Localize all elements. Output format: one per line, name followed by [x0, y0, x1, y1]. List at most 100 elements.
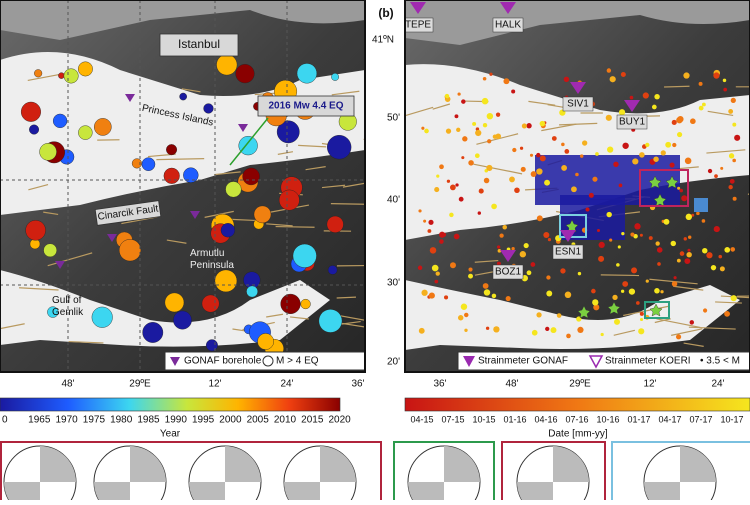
earthquake	[621, 232, 624, 235]
earthquake	[561, 143, 565, 147]
earthquake	[540, 121, 546, 127]
colorbar-title: Date [mm-yy]	[548, 429, 608, 440]
earthquake	[526, 123, 531, 128]
earthquake	[462, 136, 467, 141]
earthquake	[503, 78, 509, 84]
earthquake	[483, 77, 487, 81]
earthquake	[424, 129, 429, 134]
earthquake	[728, 109, 733, 114]
earthquake	[654, 288, 660, 294]
earthquake	[58, 73, 64, 79]
colorbar-tick-label: 1965	[28, 415, 51, 426]
earthquake	[621, 290, 624, 293]
earthquake	[711, 265, 716, 270]
earthquake	[450, 262, 456, 268]
earthquake	[575, 173, 579, 177]
earthquake	[491, 204, 497, 210]
colorbar-tick-label: 01-16	[503, 414, 526, 424]
earthquake	[634, 223, 640, 229]
earthquake	[730, 247, 735, 252]
earthquake	[521, 167, 526, 172]
earthquake	[64, 69, 79, 84]
earthquake	[551, 327, 557, 333]
x-tick-label: 24'	[280, 379, 293, 390]
earthquake	[458, 92, 461, 95]
colorbar-tick-label: 1975	[83, 415, 106, 426]
earthquake	[173, 311, 191, 329]
station-label: SIV1	[567, 99, 589, 110]
earthquake	[492, 294, 496, 298]
earthquake	[586, 208, 590, 212]
earthquake	[497, 245, 500, 248]
earthquake	[660, 290, 663, 293]
earthquake	[484, 178, 490, 184]
earthquake	[565, 291, 572, 298]
earthquake	[78, 126, 92, 140]
earthquake	[714, 174, 718, 178]
earthquake	[419, 328, 425, 334]
earthquake	[475, 153, 480, 158]
earthquake	[560, 268, 565, 273]
earthquake	[418, 209, 421, 212]
earthquake	[690, 118, 696, 124]
earthquake	[718, 255, 722, 259]
marker	[694, 198, 708, 212]
earthquake	[606, 212, 611, 217]
earthquake	[92, 307, 113, 328]
station-label: BUY1	[619, 117, 646, 128]
earthquake	[327, 216, 344, 233]
earthquake	[468, 267, 472, 271]
earthquake	[511, 247, 514, 250]
earthquake	[654, 94, 659, 99]
earthquake	[677, 187, 680, 190]
event-label: 2016 Mw 4.4 EQ	[268, 101, 343, 112]
earthquake	[164, 168, 180, 184]
earthquake	[677, 259, 681, 263]
colorbar-tick-label: 2020	[328, 415, 351, 426]
earthquake	[442, 233, 446, 237]
colorbar-tick-label: 1970	[55, 415, 78, 426]
legend-symbol	[263, 356, 273, 366]
earthquake	[464, 329, 467, 332]
station-label: BOZ1	[495, 267, 522, 278]
earthquake	[564, 77, 569, 82]
colorbar-tick-label: 1985	[137, 415, 160, 426]
earthquake	[616, 263, 620, 267]
earthquake	[676, 117, 682, 123]
earthquake	[629, 288, 635, 294]
gulf-label: Gulf of Gemlik	[52, 295, 92, 319]
earthquake	[702, 219, 706, 223]
earthquake	[676, 334, 681, 339]
earthquake	[649, 236, 653, 240]
earthquake	[530, 262, 535, 267]
earthquake	[703, 308, 707, 312]
colorbar-tick-label: 07-16	[565, 414, 588, 424]
earthquake	[630, 96, 634, 100]
earthquake	[578, 272, 581, 275]
earthquake	[446, 128, 451, 133]
earthquake	[571, 186, 577, 192]
earthquake	[640, 234, 643, 237]
earthquake	[183, 168, 198, 183]
earthquake	[450, 185, 456, 191]
earthquake	[166, 144, 177, 155]
fault	[664, 86, 689, 87]
earthquake	[94, 118, 111, 135]
colorbar	[405, 398, 750, 411]
earthquake	[557, 313, 562, 318]
earthquake	[631, 267, 637, 273]
earthquake	[331, 73, 338, 80]
earthquake	[566, 334, 571, 339]
earthquake	[622, 143, 628, 149]
earthquake	[459, 197, 464, 202]
legend-entry: GONAF borehole	[184, 356, 262, 367]
earthquake	[732, 123, 736, 127]
earthquake	[246, 286, 257, 297]
earthquake	[607, 146, 613, 152]
earthquake	[724, 311, 730, 317]
earthquake	[532, 330, 538, 336]
earthquake	[418, 266, 422, 270]
panel-label: (b)	[378, 6, 393, 20]
earthquake	[454, 234, 460, 240]
earthquake	[165, 293, 184, 312]
